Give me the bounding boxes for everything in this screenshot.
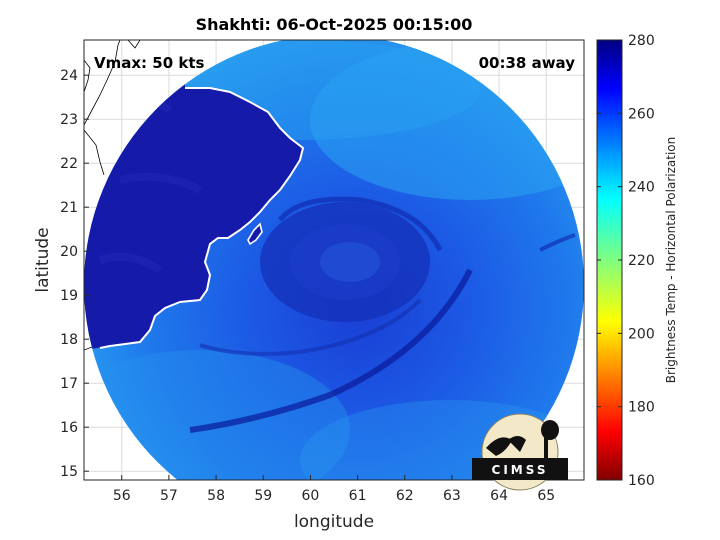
time-away-label: 00:38 away [479,54,576,72]
y-tick-label: 21 [60,200,78,216]
colorbar-ticks: 160 180 200 220 240 260 280 [597,33,655,489]
y-tick-label: 24 [60,68,78,84]
x-tick-label: 64 [490,488,508,504]
colorbar-tick-label: 200 [628,326,655,342]
colorbar-tick-label: 280 [628,33,655,49]
x-tick-label: 65 [537,488,555,504]
y-tick-label: 16 [60,420,78,436]
colorbar-tick-label: 220 [628,253,655,269]
x-axis-label: longitude [294,512,374,532]
cimss-logo: CIMSS [472,413,568,491]
colorbar-tick-label: 180 [628,400,655,416]
spiral-band [189,268,473,433]
island-masirah [247,222,263,246]
x-tick-label: 61 [349,488,367,504]
colorbar-label: Brightness Temp - Horizontal Polarizatio… [664,137,678,384]
colorbar-tick-label: 160 [628,473,655,489]
x-tick-label: 57 [160,488,178,504]
x-tick-label: 63 [443,488,461,504]
y-tick-label: 15 [60,464,78,480]
y-axis: 15 16 17 18 19 20 21 22 23 24 [60,68,89,480]
y-tick-label: 23 [60,112,78,128]
y-tick-label: 17 [60,376,78,392]
x-tick-label: 58 [207,488,225,504]
x-tick-label: 62 [396,488,414,504]
x-tick-label: 59 [254,488,272,504]
x-tick-label: 60 [302,488,320,504]
x-axis: 56 57 58 59 60 61 62 63 64 65 [113,475,555,504]
colorbar-tick-label: 240 [628,180,655,196]
x-tick-label: 56 [113,488,131,504]
coastline [99,87,305,349]
chart-title: Shakhti: 06-Oct-2025 00:15:00 [196,15,473,34]
colorbar-tick-label: 260 [628,106,655,122]
logo-text: CIMSS [492,463,549,477]
y-axis-label: latitude [33,227,53,292]
vmax-label: Vmax: 50 kts [94,54,204,72]
y-tick-label: 19 [60,288,78,304]
y-tick-label: 18 [60,332,78,348]
axes-frame [83,39,585,481]
y-tick-label: 22 [60,156,78,172]
y-tick-label: 20 [60,244,78,260]
